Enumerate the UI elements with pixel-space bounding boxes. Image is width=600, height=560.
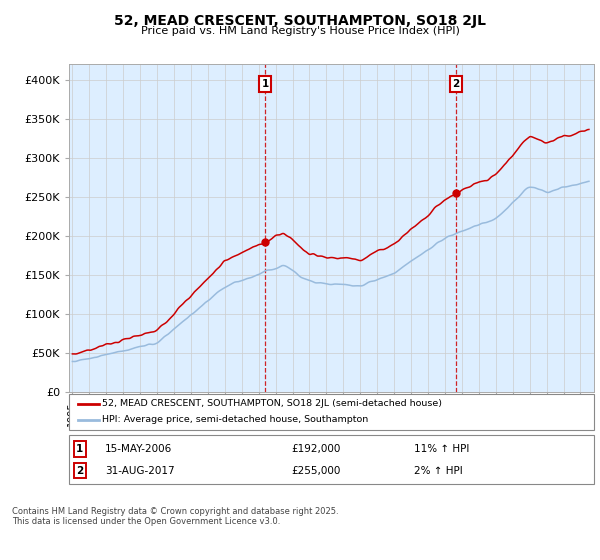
- Text: £255,000: £255,000: [291, 465, 340, 475]
- Text: 2% ↑ HPI: 2% ↑ HPI: [414, 465, 463, 475]
- Text: 2: 2: [76, 465, 83, 475]
- Text: 52, MEAD CRESCENT, SOUTHAMPTON, SO18 2JL (semi-detached house): 52, MEAD CRESCENT, SOUTHAMPTON, SO18 2JL…: [102, 399, 442, 408]
- Text: 11% ↑ HPI: 11% ↑ HPI: [414, 444, 469, 454]
- Text: 2: 2: [452, 79, 460, 89]
- Text: 1: 1: [76, 444, 83, 454]
- Text: 52, MEAD CRESCENT, SOUTHAMPTON, SO18 2JL: 52, MEAD CRESCENT, SOUTHAMPTON, SO18 2JL: [114, 14, 486, 28]
- Text: HPI: Average price, semi-detached house, Southampton: HPI: Average price, semi-detached house,…: [102, 416, 368, 424]
- Text: £192,000: £192,000: [291, 444, 340, 454]
- Text: Contains HM Land Registry data © Crown copyright and database right 2025.
This d: Contains HM Land Registry data © Crown c…: [12, 507, 338, 526]
- Text: 31-AUG-2017: 31-AUG-2017: [105, 465, 175, 475]
- Text: 1: 1: [262, 79, 269, 89]
- Text: Price paid vs. HM Land Registry's House Price Index (HPI): Price paid vs. HM Land Registry's House …: [140, 26, 460, 36]
- Text: 15-MAY-2006: 15-MAY-2006: [105, 444, 172, 454]
